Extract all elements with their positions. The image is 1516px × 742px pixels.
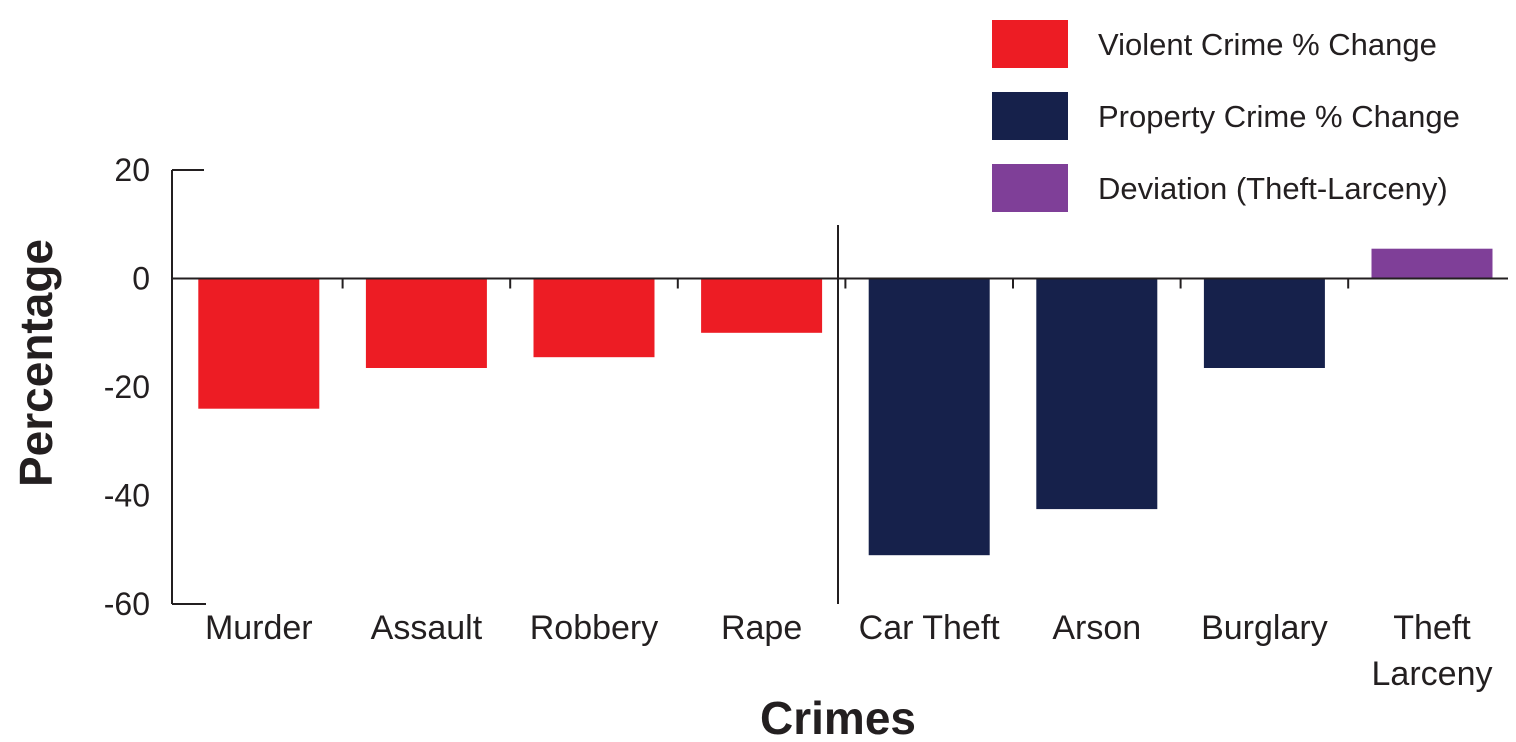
x-category-label: Robbery [530, 609, 659, 647]
y-axis-title: Percentage [10, 239, 62, 487]
legend-label-deviation: Deviation (Theft-Larceny) [1098, 171, 1448, 206]
bar-burglary [1203, 278, 1325, 368]
y-tick-label: -40 [104, 478, 150, 514]
bar-assault [365, 278, 487, 368]
x-category-label: Murder [205, 609, 313, 647]
x-category-label: Assault [371, 609, 483, 647]
x-category-label: Larceny [1372, 655, 1493, 693]
y-tick-label: -20 [104, 369, 150, 405]
x-category-label: Arson [1052, 609, 1141, 647]
legend-label-property: Property Crime % Change [1098, 99, 1460, 134]
bar-car-theft [868, 278, 990, 556]
legend-swatch-violent [992, 20, 1068, 68]
bar-murder [198, 278, 320, 409]
legend-swatch-deviation [992, 164, 1068, 212]
legend-swatch-property [992, 92, 1068, 140]
bar-rape [701, 278, 823, 333]
x-category-label: Burglary [1201, 609, 1328, 647]
x-category-label: Car Theft [859, 609, 1001, 647]
x-category-label: Rape [721, 609, 802, 647]
bar-robbery [533, 278, 655, 358]
y-tick-label: -60 [104, 586, 150, 622]
x-axis-title: Crimes [760, 692, 916, 742]
bar-theft-larceny [1371, 248, 1493, 279]
y-tick-label: 20 [114, 152, 150, 188]
legend-label-violent: Violent Crime % Change [1098, 27, 1437, 62]
bar-arson [1036, 278, 1158, 510]
x-category-label: Theft [1393, 609, 1471, 647]
y-tick-label: 0 [132, 261, 150, 297]
